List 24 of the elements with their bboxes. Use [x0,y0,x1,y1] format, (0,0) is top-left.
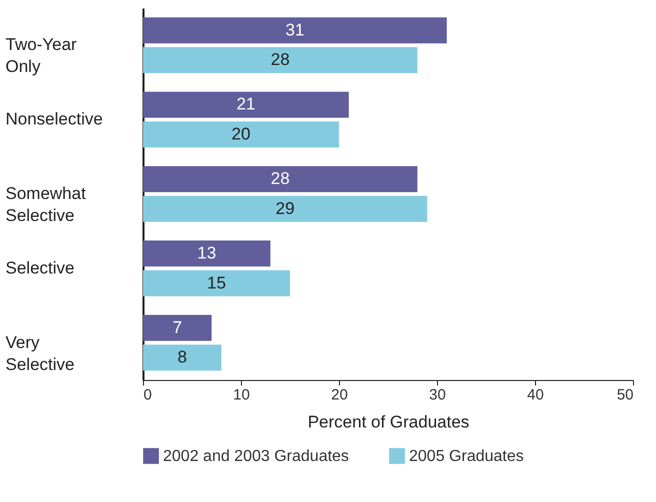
legend-label: 2002 and 2003 Graduates [163,448,349,465]
data-label: 20 [232,124,250,144]
y-tick-label: Selective [6,258,74,278]
y-tick-label: Nonselective [6,110,103,129]
y-tick-label: Somewhat Selective [6,184,86,225]
x-axis-title: Percent of Graduates [308,412,470,432]
data-label: 21 [236,94,256,114]
data-label: 7 [172,318,182,337]
x-tick-label: 20 [331,386,348,404]
data-label: 13 [197,244,216,263]
y-tick-label: Two-Year Only [6,35,78,76]
x-tick-label: 40 [527,386,544,404]
x-tick-label: 10 [233,386,250,404]
data-label: 31 [285,20,304,40]
y-tick-label: Very Selective [6,332,74,374]
legend-label: 2005 Graduates [409,448,524,465]
data-label: 28 [270,50,290,70]
data-label: 8 [177,348,187,367]
x-tick-label: 0 [144,386,152,404]
x-tick-label: 30 [429,386,446,404]
data-label: 15 [207,273,226,292]
x-tick-label: 50 [616,386,634,404]
data-label: 28 [270,169,290,188]
data-label: 29 [276,198,295,218]
